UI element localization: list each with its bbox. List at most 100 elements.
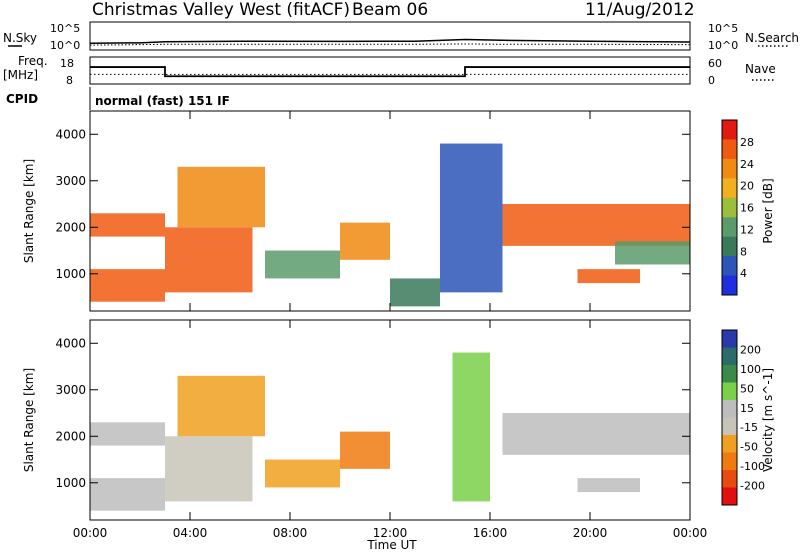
power-colorbar-swatch-6 xyxy=(722,236,737,257)
x-tick-label-2: 08:00 xyxy=(273,526,308,540)
vel-axes-ytick-label-0: 1000 xyxy=(55,476,86,490)
vel-colorbar-swatch-0 xyxy=(722,330,737,348)
station-title: Christmas Valley West (fitACF) xyxy=(92,0,350,20)
power-colorbar-swatch-4 xyxy=(722,197,737,218)
power-cells-region-8 xyxy=(502,204,690,246)
vel-cells-region-6 xyxy=(452,352,490,502)
power-colorbar: 28 24 20 16 12 8 4 xyxy=(721,119,754,296)
vel-cells-region-7 xyxy=(502,413,690,455)
vel-cells-region-5 xyxy=(340,431,390,469)
power-colorbar-swatch-8 xyxy=(722,275,737,296)
power-cells-region-5 xyxy=(340,222,390,260)
beam-label: Beam 06 xyxy=(352,0,428,20)
cpid-label: CPID xyxy=(6,92,38,106)
search-noise-line xyxy=(89,43,691,46)
velocity-axes: 1000 2000 3000 4000 xyxy=(55,320,691,520)
time-axis-ticks: 00:00 04:00 08:00 12:00 16:00 20:00 00:00 xyxy=(73,526,708,540)
power-cells-region-3 xyxy=(177,166,265,228)
power-colorbar-swatch-1 xyxy=(722,139,737,160)
vel-cells-region-0 xyxy=(90,422,165,446)
power-colorbar-swatch-0 xyxy=(722,120,737,140)
freq-nave-lines xyxy=(90,66,690,78)
power-cells-region-10 xyxy=(615,241,690,265)
vel-cells-region-2 xyxy=(165,436,253,502)
power-axes-ytick-label-3: 4000 xyxy=(55,127,86,141)
vel-colorbar-swatch-8 xyxy=(722,470,737,488)
vel-colorbar-swatch-9 xyxy=(722,487,737,506)
vel-colorbar-tick-7: -200 xyxy=(740,480,765,493)
power-axes: 1000 2000 3000 4000 xyxy=(55,111,691,311)
vel-axes-ytick-label-3: 4000 xyxy=(55,336,86,350)
vel-colorbar-swatch-6 xyxy=(722,435,737,453)
power-cells-region-4 xyxy=(265,250,340,279)
power-colorbar-label: Power [dB] xyxy=(761,178,775,243)
freq-label-2: [MHz] xyxy=(3,68,38,82)
vel-colorbar-swatch-3 xyxy=(722,382,737,401)
velocity-colorbar-label: Velocity [m s^-1] xyxy=(761,368,775,472)
x-tick-label-0: 00:00 xyxy=(73,526,108,540)
nave-label: Nave xyxy=(745,62,776,76)
power-axes-ytick-label-1: 2000 xyxy=(55,220,86,234)
power-cells-region-2 xyxy=(165,227,253,293)
x-tick-label-5: 20:00 xyxy=(573,526,608,540)
vel-colorbar-swatch-4 xyxy=(722,400,737,418)
x-tick-label-4: 16:00 xyxy=(473,526,508,540)
vel-colorbar-tick-3: 15 xyxy=(740,402,754,415)
x-tick-label-6: 00:00 xyxy=(673,526,708,540)
vel-colorbar-tick-5: -50 xyxy=(740,441,758,454)
power-heatmap xyxy=(90,143,690,307)
power-colorbar-tick-0: 28 xyxy=(740,136,754,149)
power-axes-ytick-label-0: 1000 xyxy=(55,267,86,281)
vel-cells-region-3 xyxy=(177,375,265,437)
frequency-line xyxy=(90,66,690,78)
power-colorbar-swatch-7 xyxy=(722,256,737,277)
power-colorbar-tick-2: 20 xyxy=(740,180,754,193)
cpid-value: normal (fast) 151 IF xyxy=(95,94,230,108)
nave-tick-top: 60 xyxy=(708,57,722,70)
sky-right-tick-bottom: 10^0 xyxy=(708,39,738,52)
sky-right-tick-top: 10^5 xyxy=(708,22,738,35)
power-colorbar-swatch-2 xyxy=(722,158,737,179)
freq-tick-bottom: 8 xyxy=(66,74,73,87)
vel-colorbar-tick-6: -100 xyxy=(740,460,765,473)
freq-tick-top: 18 xyxy=(60,57,74,70)
sky-noise-line xyxy=(89,38,691,44)
sky-panel-frame xyxy=(89,21,691,51)
sky-right-label: N.Search xyxy=(745,31,799,45)
sky-left-tick-top: 10^5 xyxy=(50,22,80,35)
vel-colorbar-tick-4: -15 xyxy=(740,421,758,434)
x-tick-label-1: 04:00 xyxy=(173,526,208,540)
vel-colorbar-swatch-1 xyxy=(722,347,737,366)
power-colorbar-tick-3: 16 xyxy=(740,202,754,215)
velocity-colorbar: 200 100 50 15 -15 -50 -100 -200 xyxy=(721,329,765,506)
vel-colorbar-swatch-2 xyxy=(722,365,737,383)
sky-left-label: N.Sky xyxy=(3,31,37,45)
power-colorbar-tick-1: 24 xyxy=(740,158,754,171)
power-colorbar-swatch-3 xyxy=(722,178,737,199)
power-axes-ytick-label-2: 3000 xyxy=(55,174,86,188)
freq-label-1: Freq. xyxy=(18,54,48,68)
power-cells-region-6 xyxy=(390,278,440,307)
vel-cells-region-8 xyxy=(577,478,640,493)
power-cells-region-9 xyxy=(577,269,640,284)
sky-noise-lines xyxy=(89,38,691,46)
vel-axes-ytick-label-2: 3000 xyxy=(55,383,86,397)
power-cells-region-7 xyxy=(440,143,503,293)
power-ylabel: Slant Range [km] xyxy=(22,159,36,263)
vel-colorbar-swatch-7 xyxy=(722,452,737,471)
x-tick-label-3: 12:00 xyxy=(373,526,408,540)
sky-left-tick-bottom: 10^0 xyxy=(50,39,80,52)
velocity-heatmap xyxy=(90,352,690,511)
power-colorbar-tick-4: 12 xyxy=(740,223,754,236)
vel-cells-region-1 xyxy=(90,478,165,511)
vel-colorbar-tick-0: 200 xyxy=(740,343,761,356)
vel-cells-region-4 xyxy=(265,459,340,488)
power-colorbar-tick-5: 8 xyxy=(740,245,747,258)
vel-colorbar-swatch-5 xyxy=(722,417,737,436)
vel-colorbar-tick-1: 100 xyxy=(740,363,761,376)
power-cells-region-0 xyxy=(90,213,165,237)
nave-tick-bottom: 0 xyxy=(708,74,715,87)
time-axis-label: Time UT xyxy=(366,538,417,552)
vel-colorbar-tick-2: 50 xyxy=(740,382,754,395)
power-colorbar-tick-6: 4 xyxy=(740,267,747,280)
